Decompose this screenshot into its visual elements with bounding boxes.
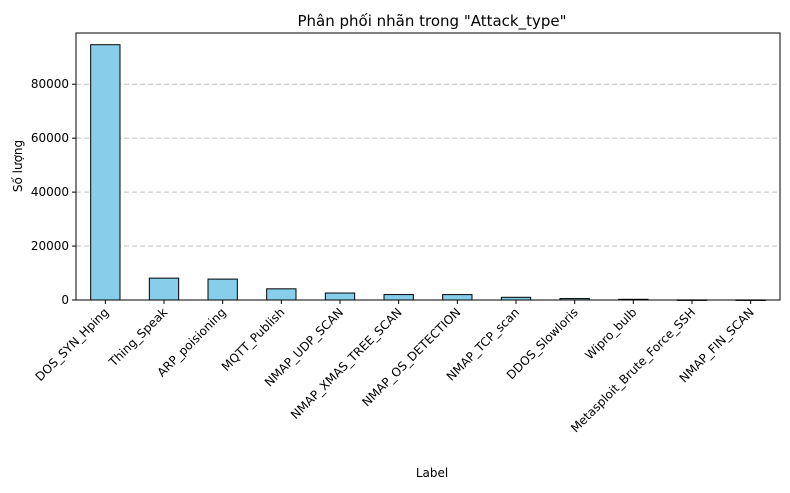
- x-tick-label: Metasploit_Brute_Force_SSH: [568, 305, 698, 435]
- y-tick-label: 60000: [31, 131, 69, 145]
- bars: [90, 44, 766, 301]
- bar-dos-syn-hping: [90, 44, 121, 301]
- y-tick-label: 20000: [31, 239, 69, 253]
- x-tick-label: Thing_Speak: [105, 305, 170, 370]
- bar-arp-poisioning: [207, 278, 238, 301]
- x-tick-label: NMAP_OS_DETECTION: [359, 305, 463, 409]
- grid-lines: [76, 83, 780, 247]
- y-tick-label: 80000: [31, 77, 69, 91]
- x-tick-label: NMAP_XMAS_TREE_SCAN: [288, 305, 405, 422]
- x-axis-ticks: DOS_SYN_HpingThing_SpeakARP_poisioningMQ…: [33, 300, 757, 435]
- x-axis-label: Label: [416, 466, 448, 480]
- bar-mqtt-publish: [266, 288, 297, 301]
- x-tick-label: Wipro_bulb: [582, 305, 639, 362]
- chart-title: Phân phối nhãn trong "Attack_type": [297, 12, 566, 31]
- y-tick-label: 40000: [31, 185, 69, 199]
- y-tick-label: 0: [61, 293, 69, 307]
- bar-nmap-udp-scan: [324, 292, 356, 301]
- plot-frame: [75, 32, 781, 301]
- y-axis-label: Số lượng: [11, 140, 25, 192]
- bar-nmap-xmas-tree-scan: [383, 294, 414, 301]
- bar-nmap-os-detection: [442, 294, 473, 301]
- bar-thing-speak: [148, 277, 180, 301]
- x-tick-label: DOS_SYN_Hping: [33, 305, 112, 384]
- y-axis-ticks: 0 20000 40000 60000 80000: [31, 77, 76, 307]
